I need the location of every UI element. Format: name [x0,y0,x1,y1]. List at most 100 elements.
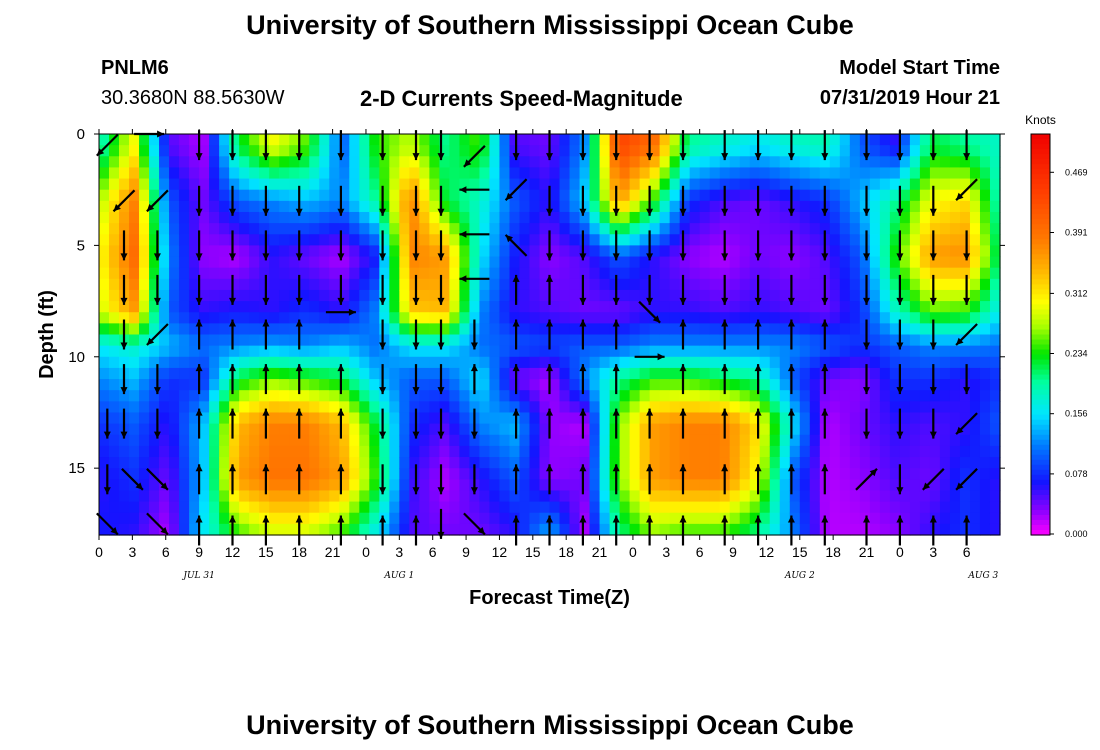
heatmap-cell [249,312,260,324]
current-vector-head [679,364,687,372]
heatmap-cell [819,167,831,180]
heatmap-cell [679,512,691,525]
heatmap-cell [439,345,450,358]
heatmap-cell [639,345,651,358]
heatmap-cell [399,334,410,347]
heatmap-cell [509,390,521,402]
heatmap-cell [269,501,280,514]
heatmap-cell [129,434,140,447]
heatmap-cell [709,367,721,380]
heatmap-cell [589,379,601,391]
heatmap-cell [199,479,210,492]
heatmap-cell [759,390,771,402]
heatmap-cell [419,401,430,414]
colorbar-cell [1031,134,1050,140]
current-vector-head [721,408,729,416]
heatmap-cell [729,490,741,503]
heatmap-cell [279,156,290,169]
heatmap-cell [699,256,711,269]
heatmap-cell [569,167,581,180]
heatmap-cell [789,134,801,146]
current-vector-head [679,515,687,523]
heatmap-cell [269,245,280,258]
heatmap-cell [389,323,400,336]
current-vector-head [929,153,937,161]
heatmap-cell [839,178,851,191]
heatmap-cell [679,490,691,503]
heatmap-cell [769,178,781,191]
heatmap-cell [899,256,911,269]
heatmap-cell [689,256,701,269]
heatmap-cell [669,523,681,536]
heatmap-cell [539,445,551,458]
heatmap-cell [949,390,961,402]
heatmap-cell [969,356,981,369]
current-vector-head [262,208,270,216]
heatmap-cell [699,334,711,347]
heatmap-cell [909,401,921,414]
heatmap-cell [969,423,981,436]
heatmap-cell [439,468,450,480]
heatmap-cell [689,367,701,380]
heatmap-cell [929,512,941,525]
heatmap-cell [609,234,621,246]
heatmap-cell [329,523,340,536]
heatmap-cell [809,134,821,146]
colorbar-cell [1031,454,1050,461]
heatmap-cell [479,312,491,324]
current-vector-head [262,319,270,327]
heatmap-cell [979,479,991,492]
heatmap-cell [359,145,370,157]
heatmap-cell [589,445,601,458]
current-vector-head [153,387,161,395]
heatmap-cell [579,501,591,514]
heatmap-cell [569,223,581,235]
heatmap-cell [139,401,150,414]
heatmap-cell [469,390,481,402]
heatmap-cell [249,167,260,180]
heatmap-cell [499,457,511,469]
heatmap-cell [509,223,521,235]
heatmap-cell [809,234,821,246]
heatmap-cell [609,200,621,213]
heatmap-cell [909,234,921,246]
heatmap-cell [509,434,521,447]
heatmap-cell [329,134,340,146]
heatmap-cell [599,267,611,280]
heatmap-cell [699,312,711,324]
heatmap-cell [129,512,140,525]
heatmap-cell [859,356,871,369]
heatmap-cell [319,367,330,380]
heatmap-cell [839,468,851,480]
current-vector-head [153,297,161,305]
heatmap-cell [719,156,731,169]
heatmap-cell [359,312,370,324]
heatmap-cell [709,200,721,213]
heatmap-cell [299,256,310,269]
heatmap-cell [109,356,120,369]
heatmap-cell [569,256,581,269]
heatmap-cell [869,223,881,235]
heatmap-cell [449,501,460,514]
heatmap-cell [759,312,771,324]
heatmap-cell [449,490,460,503]
heatmap-cell [759,367,771,380]
heatmap-cell [699,479,711,492]
heatmap-cell [539,178,551,191]
heatmap-cell [719,256,731,269]
heatmap-cell [759,223,771,235]
heatmap-cell [969,379,981,391]
heatmap-cell [909,457,921,469]
heatmap-cell [629,145,641,157]
heatmap-cell [569,479,581,492]
heatmap-cell [609,434,621,447]
heatmap-cell [379,145,390,157]
heatmap-cell [99,234,110,246]
heatmap-cell [979,245,991,258]
heatmap-cell [969,445,981,458]
heatmap-cell [429,512,440,525]
heatmap-cell [709,334,721,347]
heatmap-cell [499,490,511,503]
heatmap-cell [329,468,340,480]
heatmap-cell [839,345,851,358]
